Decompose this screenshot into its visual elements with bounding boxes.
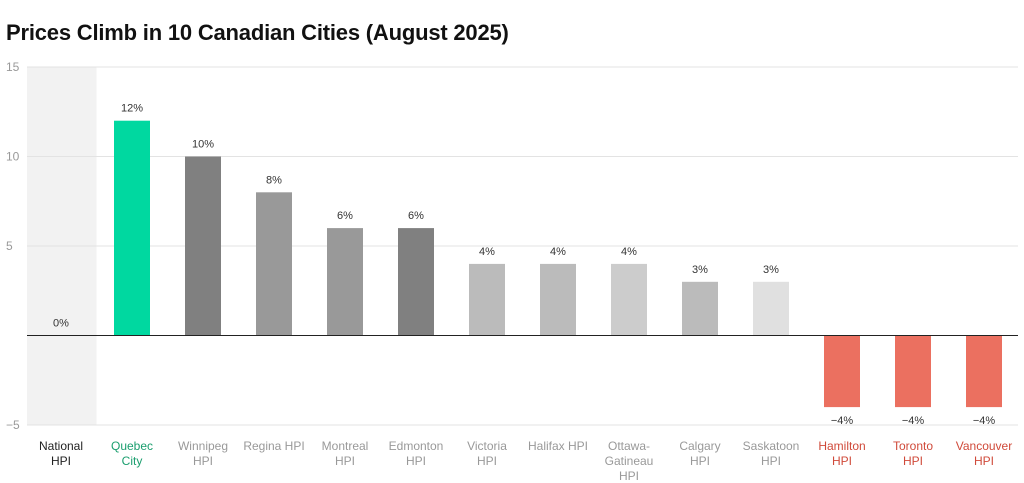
bar [256, 192, 292, 336]
bar [824, 335, 860, 408]
bar [611, 263, 647, 336]
data-label: −4% [902, 415, 925, 427]
y-tick-label: −5 [6, 418, 20, 432]
category-label: Victoria HPI [467, 439, 507, 468]
data-label: −4% [831, 415, 854, 427]
category-label: Vancouver HPI [956, 439, 1012, 468]
data-label: 4% [621, 246, 637, 258]
category-label: Edmonton HPI [389, 439, 444, 468]
category-label: Quebec City [111, 439, 153, 468]
bar [895, 335, 931, 408]
data-label: 6% [408, 210, 424, 222]
data-label: 0% [53, 318, 69, 330]
chart-title: Prices Climb in 10 Canadian Cities (Augu… [6, 20, 509, 45]
bar [753, 281, 789, 336]
data-label: −4% [973, 415, 996, 427]
bar [114, 120, 150, 336]
category-label: Ottawa-Gatineau HPI [605, 439, 654, 483]
y-tick-label: 15 [6, 60, 20, 74]
data-label: 12% [121, 103, 143, 115]
category-label: Regina HPI [243, 439, 304, 453]
data-label: 4% [479, 246, 495, 258]
category-label: National HPI [39, 439, 83, 468]
bar [966, 335, 1002, 408]
bar [327, 228, 363, 336]
data-label: 8% [266, 174, 282, 186]
data-label: 3% [692, 264, 708, 276]
y-tick-label: 10 [6, 150, 20, 164]
category-label: Halifax HPI [528, 439, 588, 453]
data-label: 6% [337, 210, 353, 222]
bar [185, 156, 221, 336]
bar [469, 263, 505, 336]
data-label: 4% [550, 246, 566, 258]
category-label: Calgary HPI [679, 439, 720, 468]
category-label: Toronto HPI [893, 439, 933, 468]
y-tick-label: 5 [6, 239, 13, 253]
bar [398, 228, 434, 336]
category-label: Montreal HPI [322, 439, 369, 468]
data-label: 10% [192, 139, 214, 151]
category-label: Saskatoon HPI [743, 439, 800, 468]
category-label: Hamilton HPI [818, 439, 865, 468]
bar [540, 263, 576, 336]
bar [682, 281, 718, 336]
data-label: 3% [763, 264, 779, 276]
category-label: Winnipeg HPI [178, 439, 228, 468]
